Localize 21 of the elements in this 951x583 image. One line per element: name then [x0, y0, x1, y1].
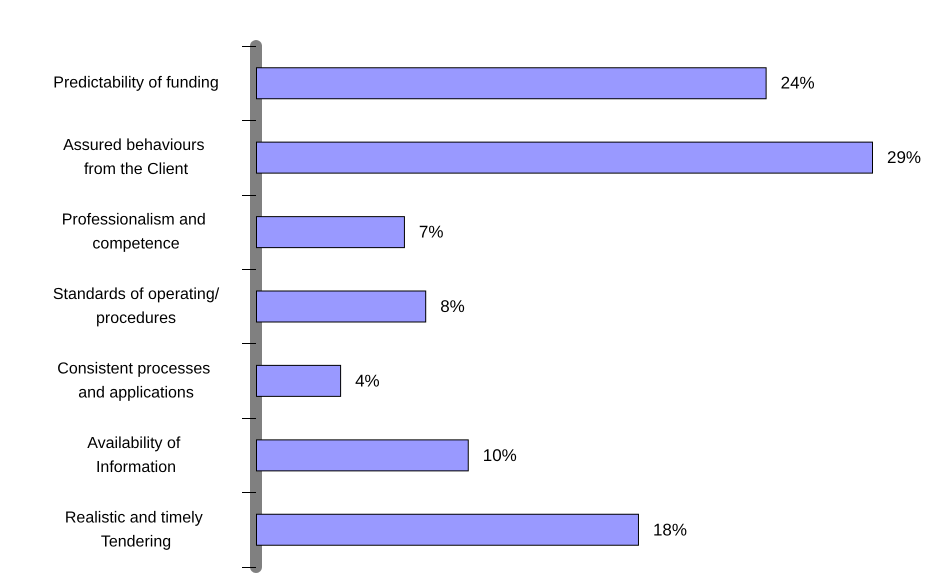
data-label: 4%	[355, 371, 380, 390]
bar	[256, 439, 469, 472]
bar	[256, 514, 639, 546]
data-label: 8%	[440, 297, 465, 316]
data-label: 10%	[482, 446, 517, 465]
bar	[256, 290, 426, 322]
bar	[256, 142, 873, 174]
bar	[256, 364, 342, 397]
data-label: 24%	[780, 74, 815, 93]
y-tick-label: Realistic and timely Tendering	[64, 509, 208, 550]
y-tick-label: Professionalism and competence	[62, 212, 210, 253]
y-tick-label: Standards of operating/procedures	[52, 286, 220, 327]
data-label: 29%	[887, 148, 922, 168]
y-tick-label: Predictability of funding	[53, 74, 219, 92]
data-label: 18%	[652, 520, 687, 540]
data-label: 7%	[418, 222, 444, 242]
y-tick-label: Assured behaviours from the Client	[63, 137, 209, 178]
bar	[256, 67, 767, 100]
y-tick-label: Availability of Information	[87, 434, 185, 476]
bar	[256, 216, 405, 248]
y-tick-label: Consistent processes and applications	[57, 360, 215, 402]
